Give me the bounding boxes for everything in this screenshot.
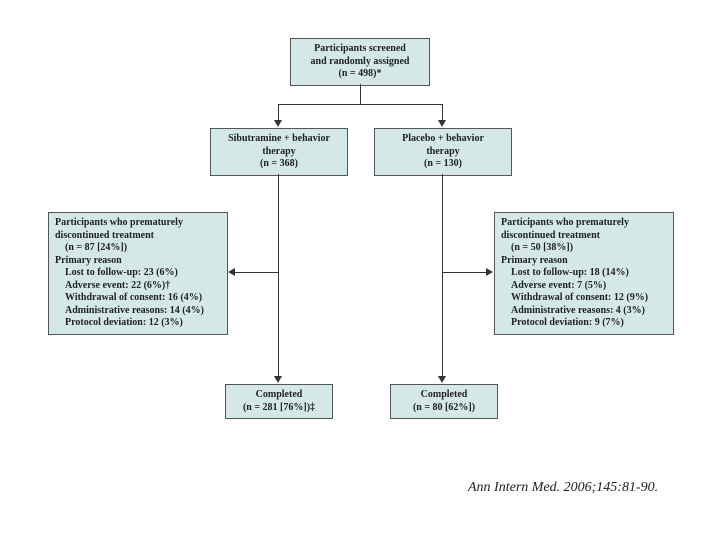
arrowhead: [438, 120, 446, 127]
arrowhead: [486, 268, 493, 276]
text: (n = 281 [76%])‡: [232, 402, 326, 415]
text: Participants who prematurely: [55, 217, 221, 230]
text: Lost to follow-up: 18 (14%): [501, 267, 667, 280]
text: discontinued treatment: [55, 230, 221, 243]
text: Administrative reasons: 4 (3%): [501, 305, 667, 318]
node-sibutramine: Sibutramine + behavior therapy (n = 368): [210, 128, 348, 176]
text: (n = 498)*: [297, 68, 423, 81]
node-screened: Participants screened and randomly assig…: [290, 38, 430, 86]
text: Primary reason: [501, 255, 667, 268]
text: Participants screened: [297, 43, 423, 56]
text: Primary reason: [55, 255, 221, 268]
text: (n = 50 [38%]): [501, 242, 667, 255]
arrowhead: [438, 376, 446, 383]
text: Participants who prematurely: [501, 217, 667, 230]
text: Protocol deviation: 9 (7%): [501, 317, 667, 330]
edge: [442, 174, 443, 378]
edge: [278, 174, 279, 378]
arrowhead: [274, 120, 282, 127]
edge: [360, 84, 361, 104]
text: Administrative reasons: 14 (4%): [55, 305, 221, 318]
text: (n = 80 [62%]): [397, 402, 491, 415]
node-discontinued-left: Participants who prematurely discontinue…: [48, 212, 228, 335]
text: (n = 87 [24%]): [55, 242, 221, 255]
edge: [235, 272, 278, 273]
text: Sibutramine + behavior: [217, 133, 341, 146]
text: therapy: [381, 146, 505, 159]
citation-text: Ann Intern Med. 2006;145:81-90.: [468, 480, 658, 496]
text: Completed: [397, 389, 491, 402]
text: Lost to follow-up: 23 (6%): [55, 267, 221, 280]
text: Adverse event: 22 (6%)†: [55, 280, 221, 293]
text: therapy: [217, 146, 341, 159]
text: Withdrawal of consent: 12 (9%): [501, 292, 667, 305]
edge: [443, 272, 486, 273]
text: and randomly assigned: [297, 56, 423, 69]
node-completed-left: Completed (n = 281 [76%])‡: [225, 384, 333, 419]
node-discontinued-right: Participants who prematurely discontinue…: [494, 212, 674, 335]
node-placebo: Placebo + behavior therapy (n = 130): [374, 128, 512, 176]
arrowhead: [228, 268, 235, 276]
text: discontinued treatment: [501, 230, 667, 243]
text: Placebo + behavior: [381, 133, 505, 146]
flow-diagram: Participants screened and randomly assig…: [0, 0, 720, 540]
text: Protocol deviation: 12 (3%): [55, 317, 221, 330]
text: (n = 130): [381, 158, 505, 171]
text: Adverse event: 7 (5%): [501, 280, 667, 293]
text: Completed: [232, 389, 326, 402]
arrowhead: [274, 376, 282, 383]
node-completed-right: Completed (n = 80 [62%]): [390, 384, 498, 419]
text: (n = 368): [217, 158, 341, 171]
text: Withdrawal of consent: 16 (4%): [55, 292, 221, 305]
edge: [278, 104, 443, 105]
